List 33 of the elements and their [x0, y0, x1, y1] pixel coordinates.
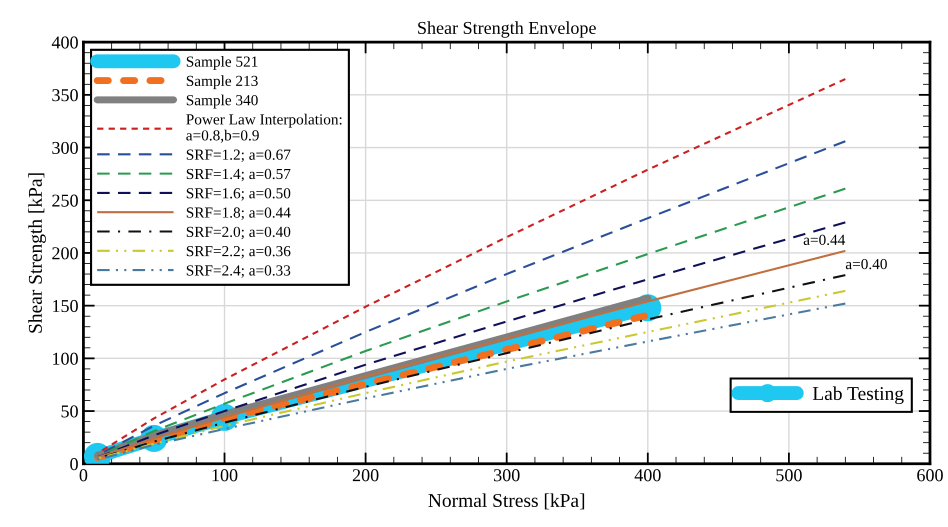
y-tick-label: 150 [53, 300, 78, 312]
legend-label: SRF=1.2; a=0.67 [186, 150, 290, 162]
legend-label: Sample 521 [186, 56, 258, 70]
legend-label: Sample 213 [186, 75, 258, 90]
x-tick-label: 300 [494, 469, 520, 482]
legend-label: SRF=2.4; a=0.33 [186, 265, 290, 278]
legend-label: SRF=2.2; a=0.36 [186, 246, 290, 258]
legend-label: Lab Testing [812, 386, 904, 404]
legend-label: SRF=1.6; a=0.50 [186, 188, 290, 201]
x-tick-label: 100 [212, 469, 238, 482]
legend-label: SRF=2.0; a=0.40 [186, 226, 290, 240]
x-tick-label: 0 [80, 469, 88, 482]
legend-label: SRF=1.8; a=0.44 [186, 207, 291, 220]
y-tick-label: 200 [52, 247, 78, 260]
legend-label: SRF=1.4; a=0.57 [186, 168, 290, 182]
x-tick-label: 400 [634, 469, 661, 482]
y-tick-label: 50 [62, 405, 78, 418]
y-tick-label: 250 [52, 194, 78, 207]
x-axis-title: Normal Stress [kPa] [428, 493, 584, 510]
y-tick-label: 100 [53, 352, 78, 365]
chart-title: Shear Strength Envelope [418, 21, 596, 38]
y-axis-title: Shear Strength [kPa] [28, 173, 46, 333]
x-tick-label: 200 [352, 469, 378, 482]
x-tick-label: 600 [917, 469, 943, 482]
y-tick-label: 350 [52, 89, 78, 102]
x-tick-label: 500 [776, 469, 802, 482]
y-tick-label: 0 [70, 458, 78, 470]
legend-label: Power Law Interpolation: a=0.8,b=0.9 [186, 114, 342, 143]
y-tick-label: 400 [52, 36, 78, 49]
annotation: a=0.40 [846, 258, 887, 270]
legend-label: Sample 340 [186, 94, 258, 108]
y-tick-label: 300 [52, 142, 78, 154]
annotation: a=0.44 [804, 234, 846, 246]
